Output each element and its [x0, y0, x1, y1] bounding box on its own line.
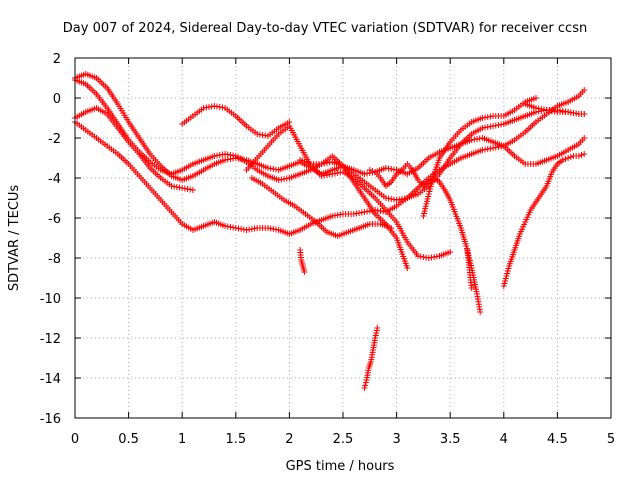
x-tick-label: 0 [71, 432, 79, 447]
data-point-marker [366, 167, 373, 173]
x-tick-label: 4 [500, 432, 508, 447]
data-point-marker [581, 111, 588, 117]
y-tick-label: -14 [40, 372, 61, 387]
x-tick-label: 2 [285, 432, 293, 447]
data-point-marker [581, 151, 588, 157]
x-tick-label: 1 [178, 432, 186, 447]
data-point-marker [559, 157, 566, 163]
data-point-marker [362, 382, 369, 389]
series-track5 [179, 103, 293, 139]
data-point-marker [468, 285, 475, 291]
y-tick-label: -2 [48, 132, 61, 147]
data-point-marker [362, 379, 369, 386]
tick-labels: 0 0.5 1 1.5 2 2.5 3 3.5 4 4.5 5 -16 -14 -12 -10 -8 -6 -4 -… [40, 52, 615, 447]
data-point-marker [581, 87, 588, 93]
data-point-marker [578, 152, 585, 158]
data-point-marker [575, 153, 582, 159]
data-point-marker [189, 187, 196, 193]
y-tick-label: -8 [48, 252, 61, 267]
y-tick-label: 2 [53, 52, 61, 67]
data-point-marker [361, 385, 368, 391]
y-axis-label: SDTVAR / TECUs [7, 185, 22, 292]
data-points [72, 71, 588, 391]
data-point-marker [301, 269, 308, 275]
series-track3 [72, 87, 588, 237]
chart-title: Day 007 of 2024, Sidereal Day-to-day VTE… [63, 21, 587, 36]
y-tick-label: -4 [48, 172, 61, 187]
x-tick-label: 1.5 [225, 432, 246, 447]
data-point-marker [477, 309, 484, 315]
plot-frame [74, 57, 612, 419]
y-tick-label: -6 [48, 212, 61, 227]
series-track1 [72, 71, 400, 183]
series-track8 [297, 153, 411, 271]
series-track12 [393, 135, 588, 177]
data-point-marker [562, 156, 569, 162]
y-tick-label: 0 [53, 92, 61, 107]
x-tick-label: 0.5 [118, 432, 139, 447]
data-point-marker [404, 265, 411, 271]
series-track11 [366, 161, 484, 315]
series-track10 [361, 325, 381, 391]
x-tick-label: 4.5 [547, 432, 568, 447]
series-track9 [297, 247, 308, 275]
x-tick-label: 5 [607, 432, 615, 447]
data-point-marker [447, 249, 454, 255]
x-tick-label: 3.5 [440, 432, 461, 447]
series-track4 [72, 105, 196, 193]
x-tick-label: 2.5 [333, 432, 354, 447]
series-track14 [464, 247, 475, 291]
y-tick-label: -16 [40, 412, 61, 427]
y-tick-label: -10 [40, 292, 61, 307]
data-point-marker [567, 154, 574, 160]
x-tick-label: 3 [392, 432, 400, 447]
data-point-marker [581, 135, 588, 141]
data-point-marker [369, 168, 376, 174]
data-point-marker [532, 95, 539, 101]
x-axis-label: GPS time / hours [286, 459, 395, 474]
data-point-marker [374, 325, 381, 331]
data-point-marker [565, 155, 572, 161]
series-track16 [522, 101, 588, 117]
series-track15 [500, 151, 588, 289]
y-tick-label: -12 [40, 332, 61, 347]
